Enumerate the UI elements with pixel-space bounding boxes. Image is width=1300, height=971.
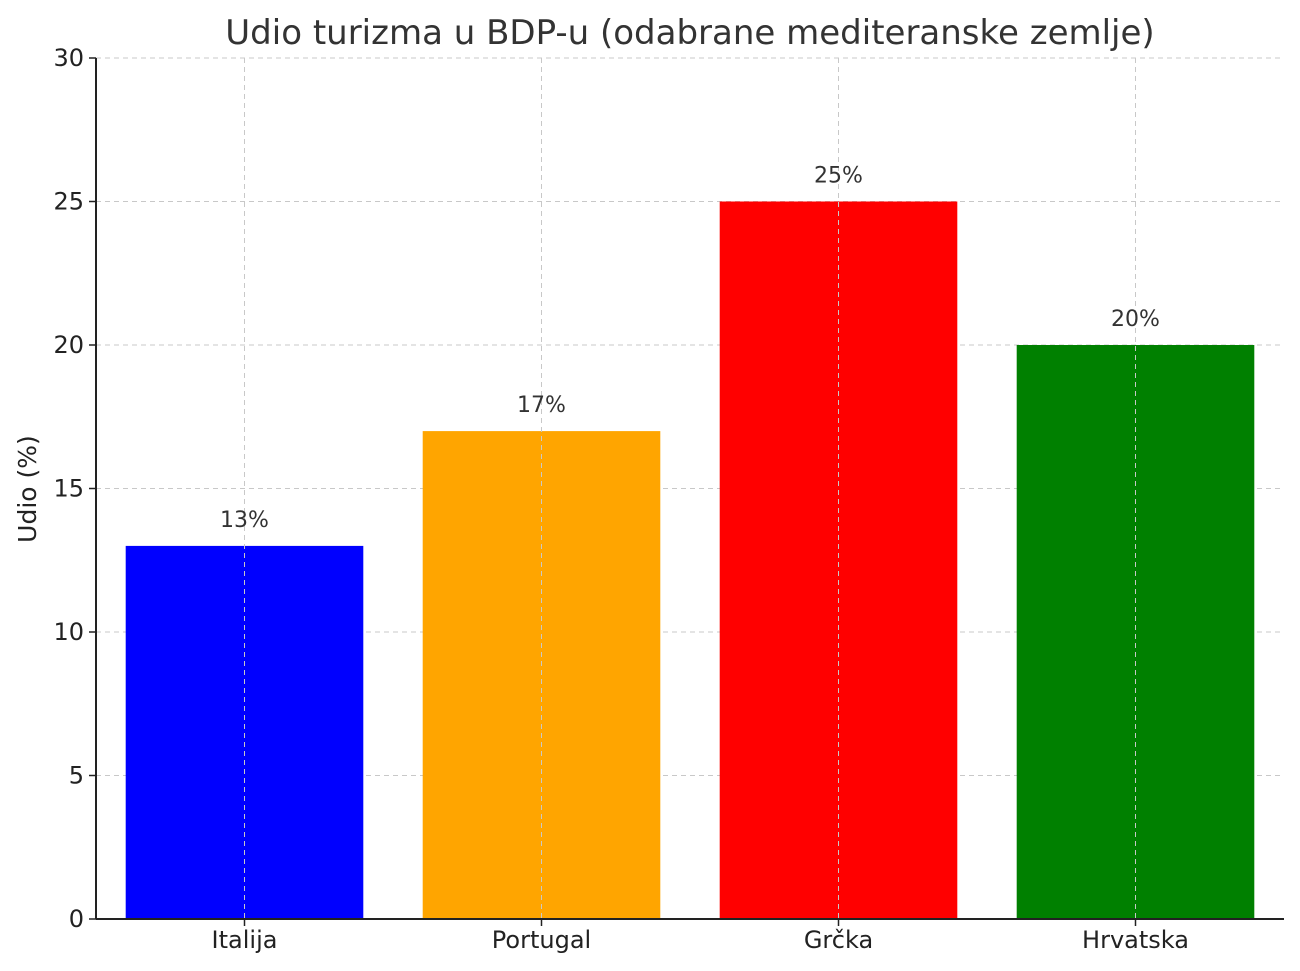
x-tick-label: Portugal [492,926,591,954]
y-tick-label: 10 [53,618,84,646]
axes [89,57,1284,926]
bars [125,201,1255,919]
labels: 0 5 10 15 20 25 30 Italija Portugal Grčka Hrvatska… [53,44,1189,954]
bar-value-label: 13% [220,508,269,533]
bar-value-label: 20% [1111,307,1160,332]
bar-value-label: 17% [517,393,566,418]
x-tick-label: Italija [212,926,278,954]
y-tick-label: 0 [69,905,84,933]
y-axis-title: Udio (%) [13,435,42,543]
x-tick-label: Grčka [804,926,873,954]
chart-title: Udio turizma u BDP-u (odabrane mediteran… [225,13,1154,53]
bar-grčka [719,201,958,919]
y-tick-label: 30 [53,44,84,72]
bar-value-label: 25% [814,164,863,189]
y-tick-label: 5 [69,762,84,790]
y-tick-label: 20 [53,331,84,359]
y-tick-label: 25 [53,188,84,216]
x-tick-label: Hrvatska [1082,926,1189,954]
y-tick-label: 15 [53,475,84,503]
